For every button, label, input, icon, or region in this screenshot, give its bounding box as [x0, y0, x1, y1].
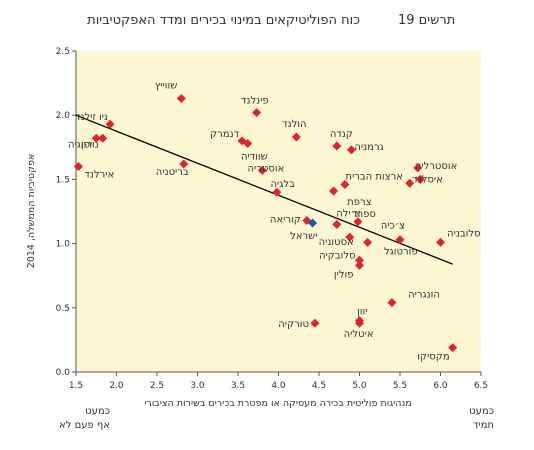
- data-point: [291, 132, 301, 142]
- data-point: [448, 343, 458, 353]
- y-tick-label: 2.0: [56, 111, 71, 121]
- highlight-label: ישראל: [290, 231, 317, 242]
- point-label: שוודיה: [241, 151, 268, 162]
- point-label: הונגריה: [408, 290, 440, 301]
- point-label: דנמרק: [210, 129, 240, 140]
- data-point: [436, 237, 445, 247]
- data-point: [387, 298, 397, 308]
- y-tick-label: 2.5: [56, 47, 70, 57]
- data-point: [355, 318, 364, 328]
- point-label: ארצות הברית: [345, 172, 403, 183]
- point-label: סלובקיה: [319, 250, 356, 261]
- x-end-right-line1: כמעט: [469, 406, 494, 417]
- x-tick-label: 6.5: [474, 381, 488, 391]
- data-point: [105, 119, 115, 129]
- x-end-left-line1: כמעט: [85, 406, 110, 417]
- data-point: [176, 94, 186, 104]
- data-point: [363, 237, 373, 247]
- data-point: [345, 232, 355, 242]
- data-point: [355, 255, 364, 265]
- point-label: בלגיה: [271, 179, 296, 190]
- tick-layer: 1.5 2.0 2.5 3.0 3.5 4.0 4.5 5.0 5.5 6.0 6.5 0.0 0.5 1…: [56, 47, 488, 391]
- data-point: [405, 178, 415, 188]
- point-label: אוסטרליה: [415, 161, 457, 172]
- point-label: פורטוגל: [384, 246, 418, 257]
- point-label: צרפת: [347, 197, 371, 208]
- x-end-right-line2: תמיד: [473, 420, 494, 431]
- x-tick-label: 4.0: [271, 381, 286, 391]
- data-point: [332, 219, 342, 229]
- data-point: [252, 108, 262, 118]
- point-label: אוסטריה: [248, 163, 285, 174]
- point-label: צ׳ילה: [336, 208, 361, 219]
- point-label: מקסיקו: [417, 352, 449, 363]
- point-label: יוון: [357, 307, 367, 318]
- x-tick-label: 3.5: [231, 381, 245, 391]
- plot-background: [76, 51, 481, 372]
- data-point: [73, 162, 83, 172]
- data-point: [91, 133, 101, 143]
- point-label: נורווגיה: [68, 139, 99, 150]
- x-tick-label: 5.0: [352, 381, 367, 391]
- point-label: יפן: [81, 139, 92, 150]
- data-point: [413, 163, 423, 173]
- x-axis-title: מנהיגות פוליטית בכירה מעסיקה או מפטרת בכ…: [144, 398, 412, 409]
- x-tick-label: 1.5: [69, 381, 83, 391]
- point-label: קוריאה: [270, 214, 301, 225]
- x-tick-label: 6.0: [433, 381, 448, 391]
- y-axis-title: אפקטיביות הממשלה, 2014: [26, 154, 37, 268]
- point-label: פולין: [334, 269, 354, 280]
- point-label: הולנד: [282, 119, 306, 130]
- chart-title: כוח הפוליטיקאים במינוי בכירים ומדד האפקט…: [87, 13, 360, 28]
- figure-number: תרשים 19: [398, 13, 455, 28]
- point-label: צ׳כיה: [381, 221, 405, 232]
- x-tick-label: 4.5: [312, 381, 326, 391]
- data-point: [329, 186, 339, 196]
- x-tick-label: 3.0: [190, 381, 205, 391]
- point-label: ניו זילנד: [75, 112, 108, 123]
- point-label: איטליה: [344, 329, 374, 340]
- data-point: [415, 174, 425, 184]
- point-label: סלובניה: [447, 228, 480, 239]
- point-label: שווייץ: [155, 81, 177, 92]
- data-point: [98, 133, 108, 143]
- data-point: [395, 235, 405, 245]
- data-point: [340, 180, 350, 190]
- y-tick-label: 1.0: [56, 240, 71, 250]
- points-layer: [73, 94, 458, 353]
- y-tick-label: 1.5: [56, 175, 70, 185]
- point-label: בריטניה: [156, 167, 189, 178]
- point-label: אירלנד: [84, 170, 114, 181]
- point-label: פינלנד: [241, 96, 269, 107]
- y-tick-label: 0.5: [56, 304, 70, 314]
- highlight-point: [308, 218, 318, 228]
- x-end-left-line2: אף פעם לא: [59, 420, 110, 431]
- point-label: איסלנד: [412, 174, 443, 185]
- data-point: [310, 318, 320, 328]
- data-point: [332, 141, 342, 151]
- point-label: ספרד: [352, 209, 376, 220]
- data-point: [179, 159, 189, 169]
- x-tick-label: 2.5: [150, 381, 164, 391]
- data-point: [243, 138, 253, 148]
- y-tick-label: 0.0: [56, 368, 71, 378]
- point-label: גרמניה: [354, 142, 383, 153]
- data-point: [257, 165, 267, 175]
- point-label: קנדה: [330, 129, 353, 140]
- trend-line: [75, 114, 453, 265]
- data-point: [272, 187, 282, 197]
- x-tick-label: 5.5: [393, 381, 407, 391]
- data-point: [353, 217, 363, 227]
- point-label: טורקיה: [278, 319, 309, 330]
- data-point: [355, 260, 364, 270]
- x-tick-label: 2.0: [109, 381, 124, 391]
- point-label: אסטוניה: [319, 237, 354, 248]
- data-point: [346, 145, 356, 155]
